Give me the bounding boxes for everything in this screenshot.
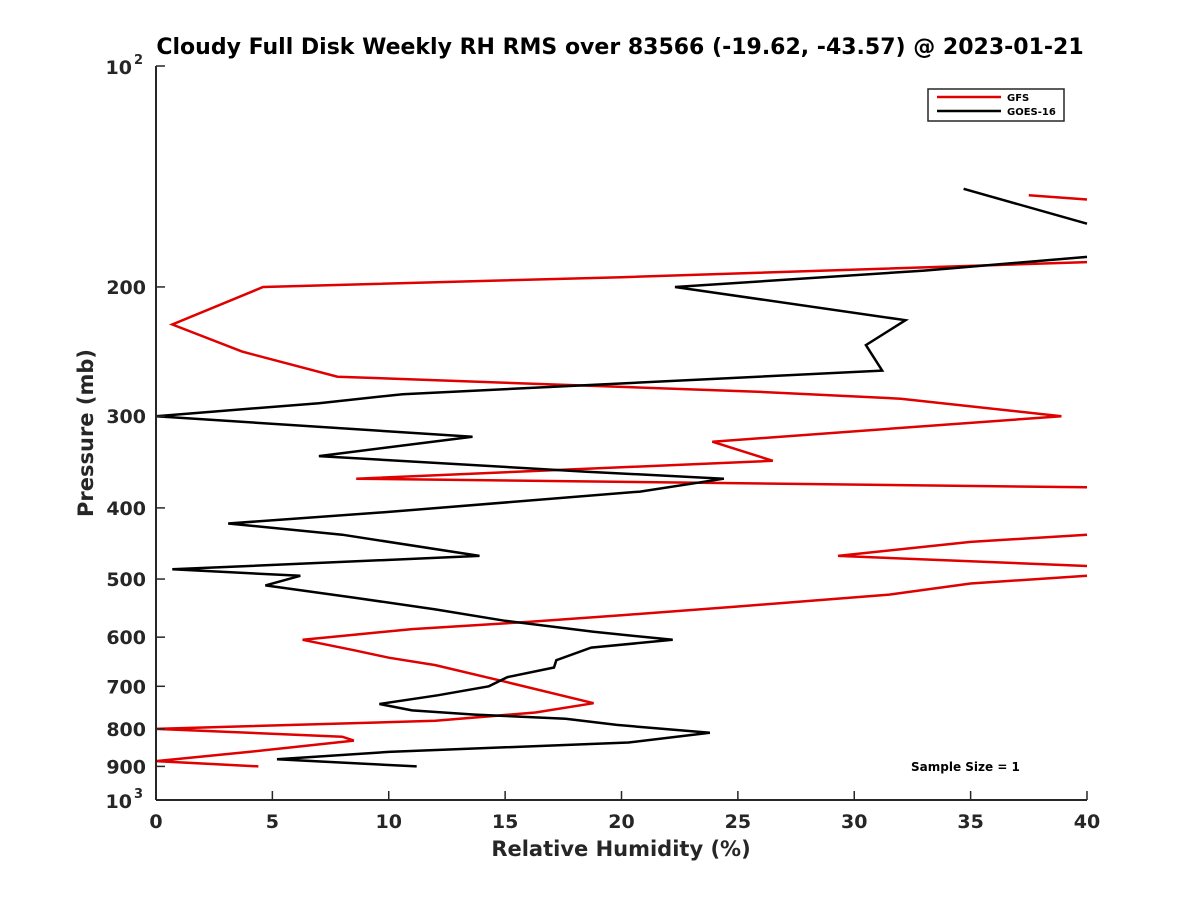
- series-line-gfs-seg1: [168, 260, 1088, 489]
- x-tick-label: 15: [492, 811, 518, 833]
- sample-size-annotation: Sample Size = 1: [911, 760, 1020, 774]
- y-tick-label: 900: [106, 756, 146, 778]
- chart-title: Cloudy Full Disk Weekly RH RMS over 8356…: [156, 35, 1083, 60]
- y-tick-label: 500: [106, 569, 146, 591]
- legend-label-gfs: GFS: [1007, 93, 1029, 104]
- y-tick-label: 300: [106, 406, 146, 428]
- x-ticks: 0 5 10 15 20 25 30 35 40: [149, 791, 1100, 833]
- series-line-gfs-seg2: [837, 533, 1088, 568]
- y-tick-label: 800: [106, 719, 146, 741]
- y-tick-exponent: 3: [134, 787, 143, 802]
- y-axis-label: Pressure (mb): [74, 349, 98, 517]
- y-tick-label: 400: [106, 498, 146, 520]
- series-line-goes16-seg1: [155, 255, 1088, 768]
- axes: [155, 66, 1087, 801]
- legend: GFS GOES-16: [927, 88, 1065, 122]
- x-axis-label: Relative Humidity (%): [491, 837, 750, 861]
- y-tick-label: 10: [106, 791, 132, 813]
- x-tick-label: 20: [608, 811, 634, 833]
- series-layer: [155, 187, 1088, 768]
- x-tick-label: 5: [266, 811, 279, 833]
- x-tick-label: 40: [1074, 811, 1100, 833]
- y-tick-label: 600: [106, 627, 146, 649]
- y-tick-exponent: 2: [134, 53, 143, 68]
- legend-label-goes16: GOES-16: [1007, 107, 1056, 118]
- y-tick-label: 200: [106, 277, 146, 299]
- x-tick-label: 25: [725, 811, 751, 833]
- series-line-gfs-seg3: [155, 574, 1088, 768]
- y-tick-label: 10: [106, 57, 132, 79]
- x-tick-label: 35: [957, 811, 983, 833]
- legend-box: [927, 88, 1065, 122]
- series-line-goes16-seg0: [963, 187, 1088, 225]
- series-line-gfs-seg0: [1028, 194, 1088, 201]
- x-tick-label: 30: [841, 811, 867, 833]
- x-tick-label: 10: [376, 811, 402, 833]
- x-tick-label: 0: [149, 811, 162, 833]
- y-tick-label: 700: [106, 676, 146, 698]
